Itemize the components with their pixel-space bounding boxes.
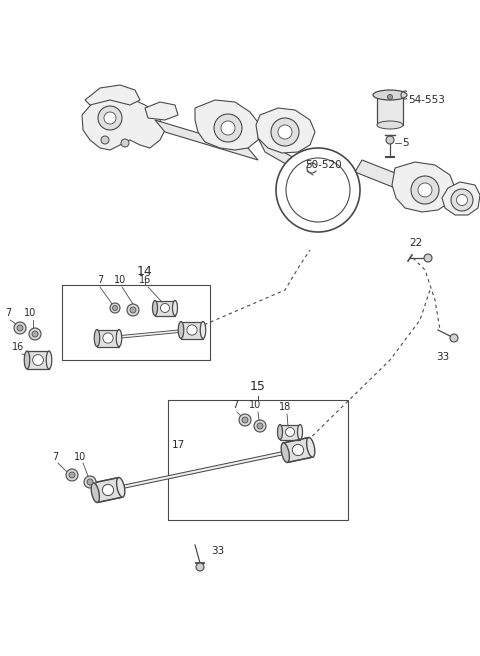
- Ellipse shape: [94, 329, 100, 346]
- Text: 18: 18: [279, 402, 291, 412]
- Bar: [27, 351, 49, 369]
- Text: 16: 16: [139, 275, 151, 285]
- Bar: [181, 321, 203, 338]
- Text: 16: 16: [12, 342, 24, 352]
- Circle shape: [221, 121, 235, 135]
- Polygon shape: [256, 108, 315, 153]
- Polygon shape: [355, 160, 408, 190]
- Text: 54-553: 54-553: [408, 95, 445, 105]
- Circle shape: [130, 307, 136, 313]
- Circle shape: [239, 414, 251, 426]
- Ellipse shape: [373, 90, 407, 100]
- Circle shape: [33, 355, 43, 365]
- Ellipse shape: [281, 443, 289, 462]
- Ellipse shape: [178, 321, 184, 338]
- Text: 7: 7: [52, 452, 58, 462]
- Text: 10: 10: [24, 308, 36, 318]
- Text: 7: 7: [97, 275, 103, 285]
- Circle shape: [257, 423, 263, 429]
- Circle shape: [110, 303, 120, 313]
- Polygon shape: [258, 138, 305, 175]
- Text: 50-520: 50-520: [305, 160, 342, 170]
- Circle shape: [456, 194, 468, 205]
- Circle shape: [254, 420, 266, 432]
- Ellipse shape: [91, 483, 99, 502]
- Circle shape: [278, 125, 292, 139]
- Polygon shape: [85, 85, 140, 105]
- Bar: [377, 95, 403, 125]
- Ellipse shape: [172, 300, 178, 316]
- Text: 7: 7: [5, 308, 11, 318]
- Circle shape: [292, 444, 304, 456]
- Bar: [155, 300, 175, 316]
- Circle shape: [102, 484, 114, 495]
- Circle shape: [451, 189, 473, 211]
- Circle shape: [69, 472, 75, 478]
- Circle shape: [98, 106, 122, 130]
- Polygon shape: [283, 438, 313, 462]
- Text: 17: 17: [171, 440, 185, 450]
- Polygon shape: [145, 102, 178, 120]
- Ellipse shape: [117, 478, 125, 497]
- Circle shape: [121, 139, 129, 147]
- Polygon shape: [155, 120, 258, 160]
- Ellipse shape: [277, 424, 283, 440]
- Polygon shape: [442, 182, 480, 215]
- Circle shape: [286, 158, 350, 222]
- Ellipse shape: [307, 438, 315, 457]
- Circle shape: [196, 563, 204, 571]
- Polygon shape: [82, 95, 165, 150]
- Polygon shape: [93, 478, 123, 502]
- Bar: [280, 424, 300, 440]
- Circle shape: [450, 334, 458, 342]
- Circle shape: [271, 118, 299, 146]
- Circle shape: [187, 325, 197, 335]
- Text: 10: 10: [74, 452, 86, 462]
- Circle shape: [104, 112, 116, 124]
- Ellipse shape: [200, 321, 206, 338]
- Text: 33: 33: [436, 352, 450, 362]
- Ellipse shape: [46, 351, 52, 369]
- Circle shape: [32, 331, 38, 337]
- Circle shape: [66, 469, 78, 481]
- Circle shape: [286, 428, 295, 436]
- Text: 10: 10: [249, 400, 261, 410]
- Circle shape: [29, 328, 41, 340]
- Circle shape: [127, 304, 139, 316]
- Bar: [97, 329, 119, 346]
- Polygon shape: [392, 162, 455, 212]
- Text: 14: 14: [137, 265, 153, 278]
- Circle shape: [84, 476, 96, 488]
- Ellipse shape: [24, 351, 30, 369]
- Ellipse shape: [153, 300, 157, 316]
- Circle shape: [112, 306, 118, 310]
- Circle shape: [101, 136, 109, 144]
- Polygon shape: [195, 100, 260, 150]
- Circle shape: [386, 136, 394, 144]
- Text: 5: 5: [402, 138, 408, 148]
- Text: 22: 22: [409, 238, 422, 248]
- Ellipse shape: [298, 424, 302, 440]
- Ellipse shape: [377, 121, 403, 129]
- Circle shape: [87, 479, 93, 485]
- Circle shape: [160, 304, 169, 312]
- Circle shape: [424, 254, 432, 262]
- Circle shape: [411, 176, 439, 204]
- Ellipse shape: [116, 329, 122, 346]
- Circle shape: [103, 333, 113, 343]
- Text: 10: 10: [114, 275, 126, 285]
- Circle shape: [17, 325, 23, 331]
- Text: 7: 7: [232, 400, 238, 410]
- Circle shape: [214, 114, 242, 142]
- Text: 15: 15: [250, 380, 266, 393]
- Circle shape: [276, 148, 360, 232]
- Circle shape: [418, 183, 432, 197]
- Circle shape: [242, 417, 248, 423]
- Circle shape: [387, 94, 393, 100]
- Circle shape: [14, 322, 26, 334]
- Text: 33: 33: [211, 546, 224, 556]
